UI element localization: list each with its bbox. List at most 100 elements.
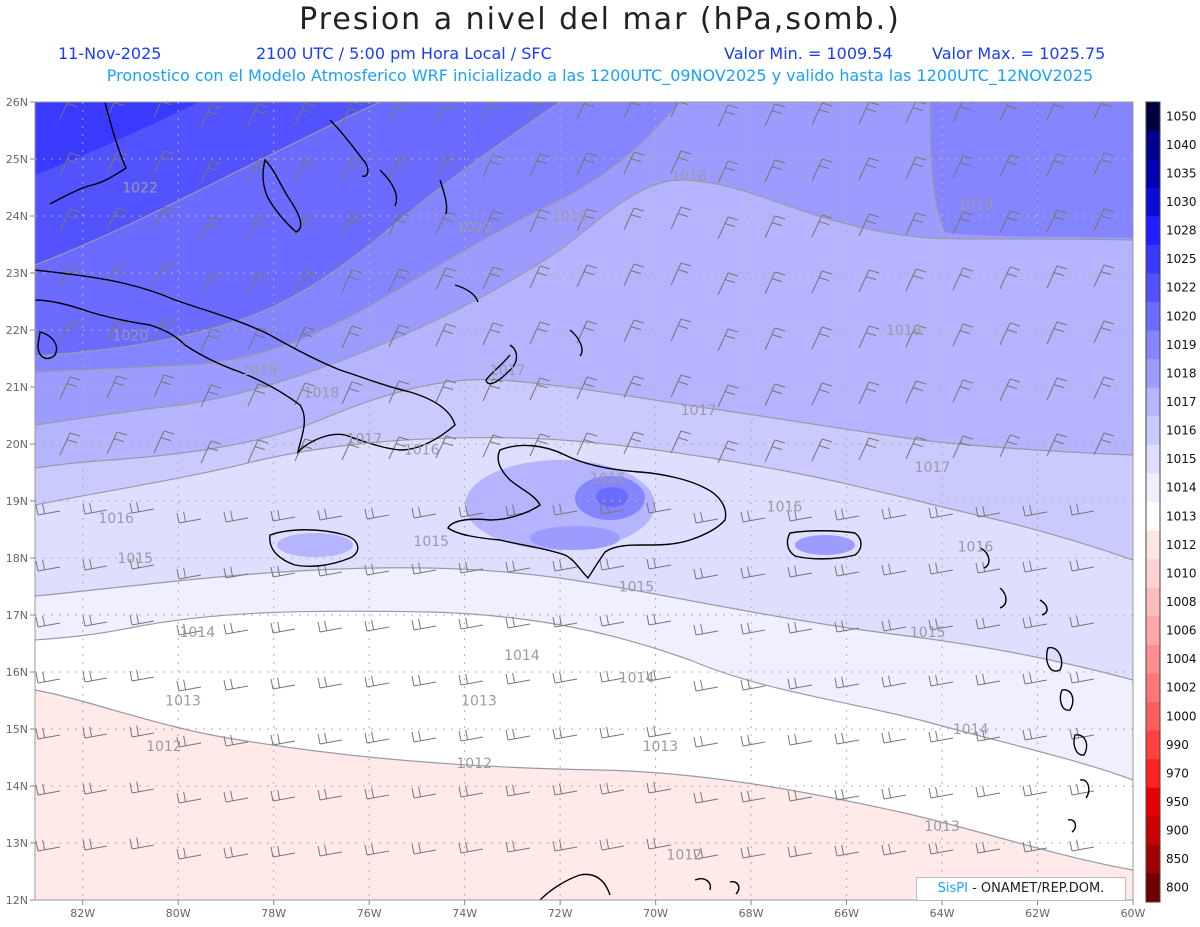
barb-flag (975, 842, 979, 854)
wind-barb (1069, 559, 1095, 572)
barb-flag (586, 152, 598, 157)
barb-staff (717, 328, 729, 352)
barb-flag (1009, 210, 1021, 215)
wind-barb (928, 562, 954, 575)
barb-staff (178, 518, 202, 524)
barb-flag (364, 676, 368, 688)
barb-staff (131, 508, 155, 514)
barb-flag (136, 557, 140, 568)
wind-barbs (35, 102, 1115, 860)
wind-barb (952, 211, 974, 235)
barb-flag (677, 325, 689, 330)
barb-flag (630, 214, 642, 219)
barb-flag (163, 150, 175, 155)
contour-label: 1016 (767, 500, 803, 516)
barb-staff (905, 102, 917, 124)
wind-barb (247, 439, 269, 463)
wind-barb (693, 735, 719, 748)
wind-barb (740, 734, 766, 747)
barb-flag (458, 730, 462, 742)
barb-staff (507, 735, 531, 741)
barb-flag (583, 271, 595, 276)
wind-barb (200, 328, 222, 352)
barb-staff (717, 160, 729, 184)
barb-staff (623, 263, 635, 287)
barb-staff (601, 565, 625, 571)
barb-flag (270, 790, 274, 802)
barb-flag (653, 501, 657, 512)
barb-staff (554, 734, 578, 740)
barb-staff (84, 845, 108, 851)
barb-flag (1006, 329, 1018, 334)
barb-flag (324, 844, 328, 855)
barb-staff (131, 564, 155, 570)
barb-flag (794, 733, 798, 744)
barb-flag (66, 215, 78, 220)
contour-label: 1013 (643, 739, 679, 755)
barb-staff (59, 208, 71, 232)
barb-staff (576, 376, 588, 400)
latitude-label: 21N (6, 381, 28, 394)
wind-barb (529, 321, 551, 345)
barb-flag (865, 164, 877, 169)
barb-flag (915, 156, 927, 161)
barb-flag (257, 271, 269, 276)
wind-barb (717, 160, 739, 184)
barb-staff (413, 793, 437, 799)
barb-flag (559, 727, 563, 738)
wind-barb (505, 560, 531, 573)
barb-staff (789, 572, 813, 578)
wind-barb (1022, 616, 1048, 629)
wind-barb (505, 672, 531, 685)
wind-barb (388, 268, 410, 292)
colorbar-label: 1035 (1166, 166, 1197, 180)
barb-staff (482, 322, 494, 346)
wind-barb (223, 846, 249, 859)
barb-flag (821, 326, 833, 331)
barb-flag (35, 840, 39, 852)
barb-flag (693, 680, 697, 692)
barb-staff (225, 853, 249, 859)
barb-flag (183, 679, 187, 690)
longitude-label: 76W (357, 907, 382, 920)
barb-flag (113, 326, 125, 331)
barb-flag (1069, 728, 1073, 740)
wind-barb (1093, 264, 1115, 288)
barb-flag (136, 725, 140, 736)
barb-flag (465, 785, 469, 796)
wind-barb (1093, 376, 1115, 400)
wind-barb (247, 271, 269, 295)
barb-flag (257, 215, 269, 220)
barb-staff (1046, 102, 1056, 121)
wind-barb (411, 842, 437, 855)
barb-flag (794, 677, 798, 688)
wind-barb (317, 508, 343, 521)
barb-staff (319, 627, 343, 633)
wind-barb (552, 615, 578, 628)
barb-flag (975, 506, 979, 518)
barb-flag (771, 446, 783, 451)
latitude-labels: 26N 25N 24N 23N 22N 21N 20N 19N 18N 17N 16N 15N 14N 1… (6, 96, 35, 907)
wind-barb (646, 725, 672, 738)
barb-flag (505, 673, 509, 685)
barb-flag (210, 160, 222, 165)
barb-staff (1071, 510, 1095, 516)
barb-staff (225, 629, 249, 635)
barb-flag (176, 680, 180, 692)
barb-staff (131, 788, 155, 794)
wind-barb (82, 502, 108, 515)
barb-flag (371, 731, 375, 742)
barb-flag (633, 375, 645, 380)
latitude-label: 15N (6, 723, 28, 736)
wind-barb (717, 272, 739, 296)
barb-flag (69, 152, 81, 157)
barb-flag (740, 567, 744, 579)
barb-flag (89, 726, 93, 737)
barb-flag (552, 504, 556, 516)
barb-flag (442, 106, 454, 111)
barb-staff (225, 741, 249, 747)
wind-barb (623, 319, 645, 343)
barb-flag (223, 847, 227, 859)
barb-flag (834, 845, 838, 857)
barb-flag (1022, 561, 1026, 573)
